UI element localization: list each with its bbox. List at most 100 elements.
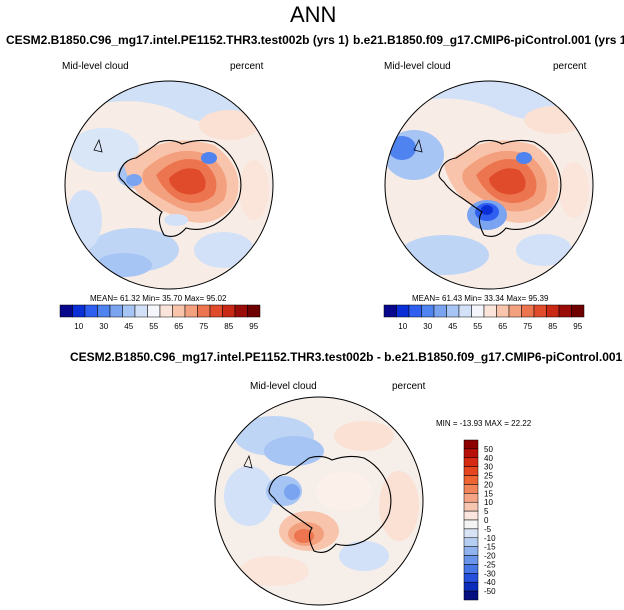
right-colorbar-swatch bbox=[546, 304, 560, 318]
right-colorbar-label: 95 bbox=[573, 322, 582, 331]
right-colorbar-swatch bbox=[521, 304, 535, 318]
left-case-title: CESM2.B1850.C96_mg17.intel.PE1152.THR3.t… bbox=[6, 33, 349, 47]
right-mean-value: 61.43 bbox=[442, 294, 463, 303]
diff-colorbar-label: -30 bbox=[484, 569, 496, 578]
coastline-icon bbox=[438, 139, 562, 237]
diff-colorbar-label: -25 bbox=[484, 560, 496, 569]
left-colorbar-swatch bbox=[234, 304, 248, 318]
diff-colorbar-swatch bbox=[463, 501, 479, 512]
diff-colorbar-label: -15 bbox=[484, 543, 496, 552]
left-colorbar-label: 55 bbox=[149, 322, 158, 331]
right-colorbar: 10 30 45 55 65 75 85 95 bbox=[383, 304, 585, 331]
diff-colorbar-label: -40 bbox=[484, 578, 496, 587]
right-colorbar-swatch bbox=[446, 304, 460, 318]
right-max-label: Max= bbox=[506, 294, 527, 303]
left-colorbar-swatch bbox=[159, 304, 173, 318]
left-colorbar-swatch bbox=[172, 304, 186, 318]
diff-polar-map bbox=[214, 396, 424, 606]
diff-colorbar-label: -5 bbox=[484, 525, 492, 534]
diff-colorbar-label: 0 bbox=[484, 516, 489, 525]
right-case-title: b.e21.B1850.f09_g17.CMIP6-piControl.001 … bbox=[353, 33, 624, 47]
left-colorbar-label: 45 bbox=[124, 322, 133, 331]
right-variable-label: Mid-level cloud bbox=[384, 61, 451, 72]
right-colorbar-swatch bbox=[471, 304, 485, 318]
left-colorbar-swatch bbox=[184, 304, 198, 318]
right-colorbar-swatch bbox=[483, 304, 497, 318]
right-max-value: 95.39 bbox=[528, 294, 549, 303]
right-colorbar-swatch bbox=[458, 304, 472, 318]
left-mean-value: 61.32 bbox=[120, 294, 141, 303]
diff-variable-label: Mid-level cloud bbox=[250, 381, 317, 392]
left-mean-label: MEAN= bbox=[90, 294, 118, 303]
right-colorbar-label: 10 bbox=[398, 322, 407, 331]
right-colorbar-swatch bbox=[533, 304, 547, 318]
left-max-label: Max= bbox=[184, 294, 205, 303]
diff-colorbar-swatch bbox=[463, 484, 479, 494]
right-colorbar-swatch bbox=[396, 304, 410, 318]
diff-colorbar-swatch bbox=[463, 573, 479, 583]
diff-colorbar-swatch bbox=[463, 546, 479, 556]
right-mean-label: MEAN= bbox=[412, 294, 440, 303]
left-units-label: percent bbox=[230, 61, 264, 72]
diff-colorbar-swatch bbox=[463, 555, 479, 565]
left-min-label: Min= bbox=[142, 294, 160, 303]
right-colorbar-label: 30 bbox=[423, 322, 432, 331]
diff-colorbar-label: 5 bbox=[484, 507, 489, 516]
left-colorbar-label: 75 bbox=[199, 322, 208, 331]
left-colorbar-swatch bbox=[97, 304, 111, 318]
left-max-value: 95.02 bbox=[206, 294, 227, 303]
right-units-label: percent bbox=[553, 61, 587, 72]
diff-colorbar-swatch bbox=[463, 475, 479, 485]
left-colorbar-swatch bbox=[147, 304, 161, 318]
diff-colorbar-swatch bbox=[463, 510, 479, 521]
right-colorbar-swatch bbox=[408, 304, 422, 318]
diff-colorbar-label: 25 bbox=[484, 472, 493, 481]
right-polar-map bbox=[384, 80, 594, 290]
left-colorbar-label: 30 bbox=[99, 322, 108, 331]
right-colorbar-swatch bbox=[433, 304, 447, 318]
right-colorbar-swatch bbox=[508, 304, 522, 318]
diff-colorbar-swatch bbox=[463, 439, 479, 450]
left-variable-label: Mid-level cloud bbox=[62, 61, 129, 72]
diff-colorbar-swatch bbox=[463, 457, 479, 467]
left-colorbar-swatch bbox=[247, 304, 261, 318]
right-min-value: 33.34 bbox=[484, 294, 505, 303]
left-colorbar-swatch bbox=[109, 304, 123, 318]
left-colorbar-swatch bbox=[134, 304, 148, 318]
diff-units-label: percent bbox=[392, 381, 426, 392]
coastline-icon bbox=[118, 139, 242, 237]
right-colorbar-label: 55 bbox=[473, 322, 482, 331]
diff-colorbar-label: 15 bbox=[484, 489, 493, 498]
left-colorbar-swatch bbox=[209, 304, 223, 318]
left-colorbar-swatch bbox=[84, 304, 98, 318]
right-colorbar-label: 75 bbox=[523, 322, 532, 331]
diff-colorbar-label: 10 bbox=[484, 498, 493, 507]
coastline-icon bbox=[268, 455, 392, 553]
figure-title: ANN bbox=[290, 2, 337, 27]
diff-colorbar-label: -10 bbox=[484, 534, 496, 543]
right-colorbar-swatch bbox=[571, 304, 585, 318]
diff-colorbar-label: 50 bbox=[484, 445, 493, 454]
right-colorbar-swatch bbox=[383, 304, 397, 318]
left-colorbar-swatch bbox=[197, 304, 211, 318]
diff-colorbar-label: 20 bbox=[484, 480, 493, 489]
left-colorbar-label: 95 bbox=[249, 322, 258, 331]
diff-colorbar-swatch bbox=[463, 466, 479, 476]
diff-colorbar-swatch bbox=[463, 519, 479, 530]
right-colorbar-swatch bbox=[496, 304, 510, 318]
right-colorbar-swatch bbox=[558, 304, 572, 318]
diff-colorbar-label: 40 bbox=[484, 454, 493, 463]
right-colorbar-label: 45 bbox=[448, 322, 457, 331]
left-stats: MEAN= 61.32 Min= 35.70 Max= 95.02 bbox=[90, 294, 226, 303]
diff-colorbar-swatch bbox=[463, 581, 479, 592]
right-colorbar-label: 65 bbox=[498, 322, 507, 331]
left-colorbar-swatch bbox=[122, 304, 136, 318]
diff-colorbar-label: -20 bbox=[484, 552, 496, 561]
left-colorbar-swatch bbox=[59, 304, 73, 318]
right-colorbar-label: 85 bbox=[548, 322, 557, 331]
diff-colorbar-swatch bbox=[463, 590, 479, 601]
diff-colorbar-swatch bbox=[463, 537, 479, 547]
diff-minmax: MIN = -13.93 MAX = 22.22 bbox=[436, 419, 532, 428]
left-colorbar-swatch bbox=[222, 304, 236, 318]
